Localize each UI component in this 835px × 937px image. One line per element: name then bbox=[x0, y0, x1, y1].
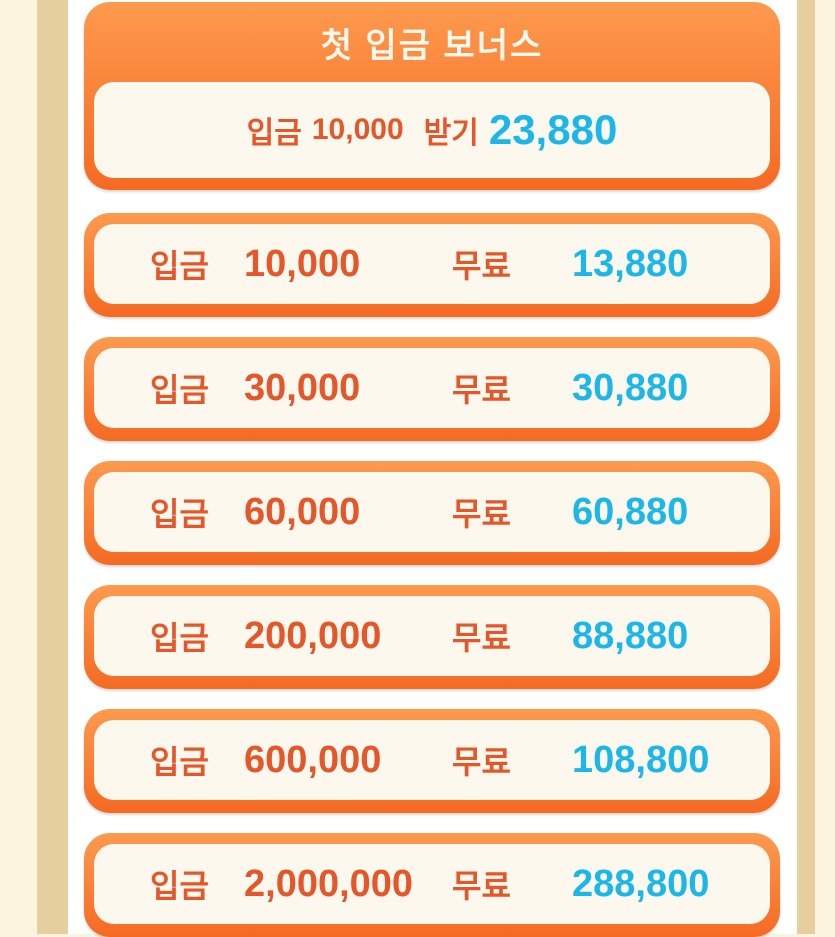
deposit-label: 입금 bbox=[150, 248, 209, 284]
free-amount: 30,880 bbox=[572, 366, 689, 409]
deposit-amount: 30,000 bbox=[244, 366, 361, 409]
bonus-row: 입금 30,000 무료 30,880 bbox=[84, 337, 780, 441]
free-label: 무료 bbox=[452, 744, 511, 780]
free-amount: 108,800 bbox=[572, 738, 710, 781]
bonus-row-inner: 입금 10,000 무료 13,880 bbox=[94, 224, 770, 304]
bonus-row-inner: 입금 200,000 무료 88,880 bbox=[94, 596, 770, 676]
deposit-amount: 600,000 bbox=[244, 738, 382, 781]
first-deposit-bonus-card: 첫 입금 보너스 입금 10,000 받기 23,880 bbox=[84, 2, 780, 190]
deposit-label: 입금 bbox=[150, 744, 209, 780]
bonus-row-inner: 입금 2,000,000 무료 288,800 bbox=[94, 844, 770, 924]
bonus-row-inner: 입금 30,000 무료 30,880 bbox=[94, 348, 770, 428]
bonus-row: 입금 200,000 무료 88,880 bbox=[84, 585, 780, 689]
free-label: 무료 bbox=[452, 868, 511, 904]
free-label: 무료 bbox=[452, 620, 511, 656]
free-amount: 88,880 bbox=[572, 614, 689, 657]
deposit-label: 입금 bbox=[150, 372, 209, 408]
deposit-label: 입금 bbox=[150, 868, 209, 904]
bonus-summary: 입금 10,000 받기 23,880 bbox=[94, 82, 770, 178]
bonus-row-inner: 입금 600,000 무료 108,800 bbox=[94, 720, 770, 800]
deposit-amount: 10,000 bbox=[244, 242, 361, 285]
deposit-amount: 10,000 bbox=[311, 113, 404, 146]
deposit-amount: 60,000 bbox=[244, 490, 361, 533]
deposit-label: 입금 bbox=[150, 620, 209, 656]
bonus-row: 입금 60,000 무료 60,880 bbox=[84, 461, 780, 565]
free-amount: 288,800 bbox=[572, 862, 710, 905]
free-label: 무료 bbox=[452, 372, 511, 408]
deposit-label: 입금 bbox=[150, 496, 209, 532]
free-amount: 60,880 bbox=[572, 490, 689, 533]
free-label: 무료 bbox=[452, 496, 511, 532]
receive-label: 받기 bbox=[423, 117, 479, 150]
free-amount: 13,880 bbox=[572, 242, 689, 285]
deposit-amount: 200,000 bbox=[244, 614, 382, 657]
card-title: 첫 입금 보너스 bbox=[320, 27, 544, 65]
free-label: 무료 bbox=[452, 248, 511, 284]
receive-amount: 23,880 bbox=[488, 106, 618, 153]
bonus-row: 입금 2,000,000 무료 288,800 bbox=[84, 833, 780, 937]
bonus-row: 입금 10,000 무료 13,880 bbox=[84, 213, 780, 317]
bonus-row-inner: 입금 60,000 무료 60,880 bbox=[94, 472, 770, 552]
deposit-amount: 2,000,000 bbox=[244, 862, 414, 905]
deposit-label: 입금 bbox=[246, 117, 302, 150]
bonus-row: 입금 600,000 무료 108,800 bbox=[84, 709, 780, 813]
